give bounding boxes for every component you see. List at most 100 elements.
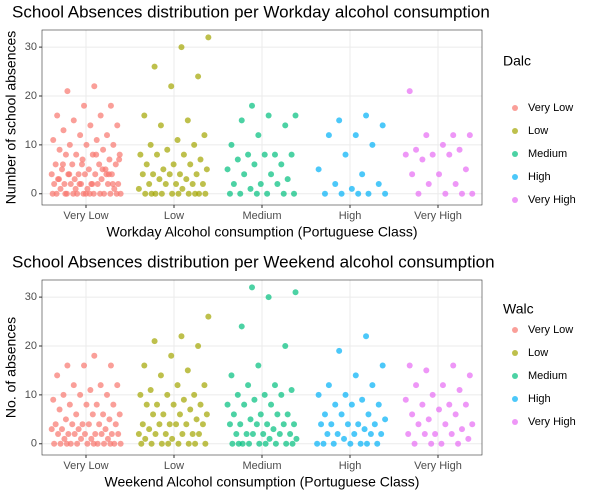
point <box>249 284 256 291</box>
point <box>96 161 103 168</box>
point <box>51 180 58 187</box>
point <box>203 411 210 418</box>
point <box>382 416 389 423</box>
point <box>442 190 449 197</box>
point <box>344 421 351 428</box>
point <box>180 151 187 158</box>
point <box>264 421 271 428</box>
y-axis-label: No. of absences <box>3 317 19 418</box>
point <box>450 362 457 369</box>
point <box>425 416 432 423</box>
point <box>176 411 183 418</box>
point <box>138 440 145 447</box>
point <box>187 161 194 168</box>
point <box>271 382 278 389</box>
point <box>107 190 114 197</box>
point <box>69 161 76 168</box>
point <box>141 362 148 369</box>
point <box>158 190 165 197</box>
point <box>462 401 469 408</box>
point <box>237 421 244 428</box>
point <box>156 176 163 183</box>
point <box>61 435 68 442</box>
point <box>88 435 95 442</box>
point <box>367 430 374 437</box>
point <box>415 421 422 428</box>
point <box>276 430 283 437</box>
point <box>243 430 250 437</box>
point <box>446 151 453 158</box>
point <box>137 151 144 158</box>
point <box>456 386 463 393</box>
point <box>249 430 256 437</box>
point <box>328 421 335 428</box>
point <box>432 430 439 437</box>
point <box>249 102 256 109</box>
point <box>174 382 181 389</box>
point <box>402 396 409 403</box>
point <box>292 289 299 296</box>
legend-label: Very Low <box>528 102 573 114</box>
point <box>185 440 192 447</box>
point <box>97 190 104 197</box>
point <box>193 416 200 423</box>
point <box>164 391 171 398</box>
point <box>192 190 199 197</box>
point <box>452 411 459 418</box>
point <box>224 166 231 173</box>
point <box>413 382 420 389</box>
point <box>142 190 149 197</box>
point <box>147 141 154 148</box>
point <box>253 421 260 428</box>
point <box>52 161 59 168</box>
point <box>230 411 237 418</box>
point <box>465 435 472 442</box>
point <box>89 180 96 187</box>
point <box>66 141 73 148</box>
y-axis-label: Number of school absences <box>3 31 19 205</box>
point <box>107 440 114 447</box>
legend-swatch <box>512 419 518 425</box>
point <box>97 112 104 119</box>
point <box>154 151 161 158</box>
point <box>251 161 258 168</box>
point <box>64 88 71 95</box>
point <box>75 426 82 433</box>
point <box>228 141 235 148</box>
legend-swatch <box>512 327 518 333</box>
point <box>205 34 212 41</box>
point <box>179 185 186 192</box>
point <box>247 416 254 423</box>
point <box>93 151 100 158</box>
point <box>93 401 100 408</box>
point <box>104 435 111 442</box>
point <box>50 136 57 143</box>
point <box>255 362 262 369</box>
point <box>245 382 252 389</box>
point <box>251 396 258 403</box>
point <box>100 146 107 153</box>
point <box>91 83 98 90</box>
point <box>89 411 96 418</box>
point <box>107 102 114 109</box>
y-tick-label: 0 <box>31 438 37 450</box>
point <box>448 430 455 437</box>
point <box>202 190 209 197</box>
point <box>436 406 443 413</box>
point <box>70 382 77 389</box>
point <box>274 411 281 418</box>
point <box>157 372 164 379</box>
point <box>98 430 105 437</box>
point <box>192 440 199 447</box>
legend-swatch <box>512 350 518 356</box>
point <box>169 190 176 197</box>
point <box>409 171 416 178</box>
legend-title: Walc <box>503 301 534 317</box>
point <box>56 176 63 183</box>
point <box>97 382 104 389</box>
point <box>180 396 187 403</box>
point <box>92 430 99 437</box>
point <box>379 362 386 369</box>
point <box>342 391 349 398</box>
point <box>450 132 457 139</box>
